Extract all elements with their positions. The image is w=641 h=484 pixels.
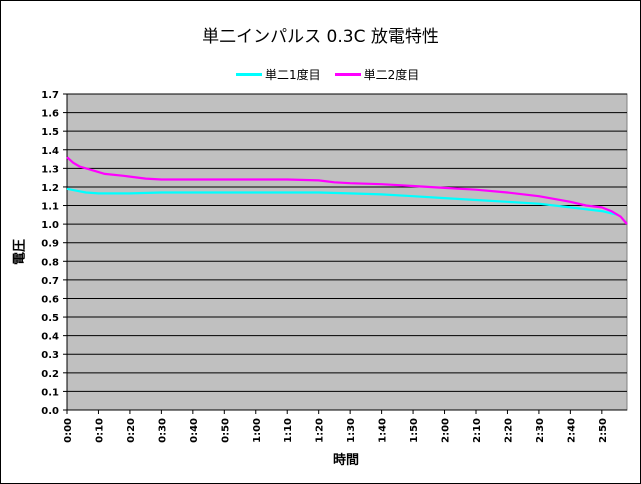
x-tick-label: 2:00 xyxy=(441,418,452,443)
x-tick-label: 0:40 xyxy=(189,418,200,443)
x-tick-label: 2:10 xyxy=(472,418,483,443)
x-axis-label: 時間 xyxy=(332,453,360,468)
x-tick-label: 2:20 xyxy=(503,418,514,443)
x-tick-label: 0:00 xyxy=(63,418,74,443)
x-tick-label: 0:10 xyxy=(94,418,105,443)
y-tick-label: 1.6 xyxy=(41,109,59,120)
series-line-2 xyxy=(66,156,628,225)
x-tick-label: 0:20 xyxy=(126,418,137,443)
y-tick-label: 0.8 xyxy=(41,257,59,268)
plot-area xyxy=(66,93,628,411)
y-tick-label: 1.5 xyxy=(41,127,59,138)
x-tick-label: 2:40 xyxy=(566,418,577,443)
y-tick-label: 0.6 xyxy=(41,294,59,305)
y-tick-label: 0.2 xyxy=(41,369,59,380)
y-tick-label: 1.0 xyxy=(41,220,59,231)
x-tick-label: 2:30 xyxy=(535,418,546,443)
legend-label-series-1: 単二1度目 xyxy=(265,68,321,82)
y-tick-label: 0.5 xyxy=(41,313,59,324)
y-tick-label: 0.1 xyxy=(41,387,59,398)
x-tick-label: 1:10 xyxy=(283,418,294,443)
legend-item-series-1: 単二1度目 xyxy=(236,66,321,83)
chart-legend: 単二1度目 単二2度目 xyxy=(236,66,433,83)
y-tick-label: 0.7 xyxy=(41,276,59,287)
x-tick-label: 1:40 xyxy=(378,418,389,443)
legend-label-series-2: 単二2度目 xyxy=(363,68,420,82)
x-tick-label: 1:30 xyxy=(346,418,357,443)
y-tick-label: 1.7 xyxy=(41,90,59,101)
x-tick-label: 0:30 xyxy=(157,418,168,443)
chart-title: 単二インパルス 0.3C 放電特性 xyxy=(202,27,439,47)
y-tick-label: 1.1 xyxy=(41,202,59,213)
y-tick-label: 1.3 xyxy=(41,164,59,175)
x-tick-label: 2:50 xyxy=(598,418,609,443)
y-tick-label: 1.4 xyxy=(41,146,59,157)
series-line-1 xyxy=(66,187,618,216)
legend-item-series-2: 単二2度目 xyxy=(334,66,420,83)
y-tick-label: 1.2 xyxy=(41,183,59,194)
x-tick-label: 1:20 xyxy=(315,418,326,443)
x-tick-label: 1:50 xyxy=(409,418,420,443)
y-tick-label: 0.4 xyxy=(41,332,59,343)
y-tick-label: 0.3 xyxy=(41,350,59,361)
y-tick-label: 0.9 xyxy=(41,239,59,250)
legend-swatch-series-1 xyxy=(236,73,262,76)
legend-swatch-series-2 xyxy=(334,73,361,76)
x-tick-label: 0:50 xyxy=(220,418,231,443)
y-tick-label: 0.0 xyxy=(41,406,59,417)
x-tick-label: 1:00 xyxy=(252,418,263,443)
